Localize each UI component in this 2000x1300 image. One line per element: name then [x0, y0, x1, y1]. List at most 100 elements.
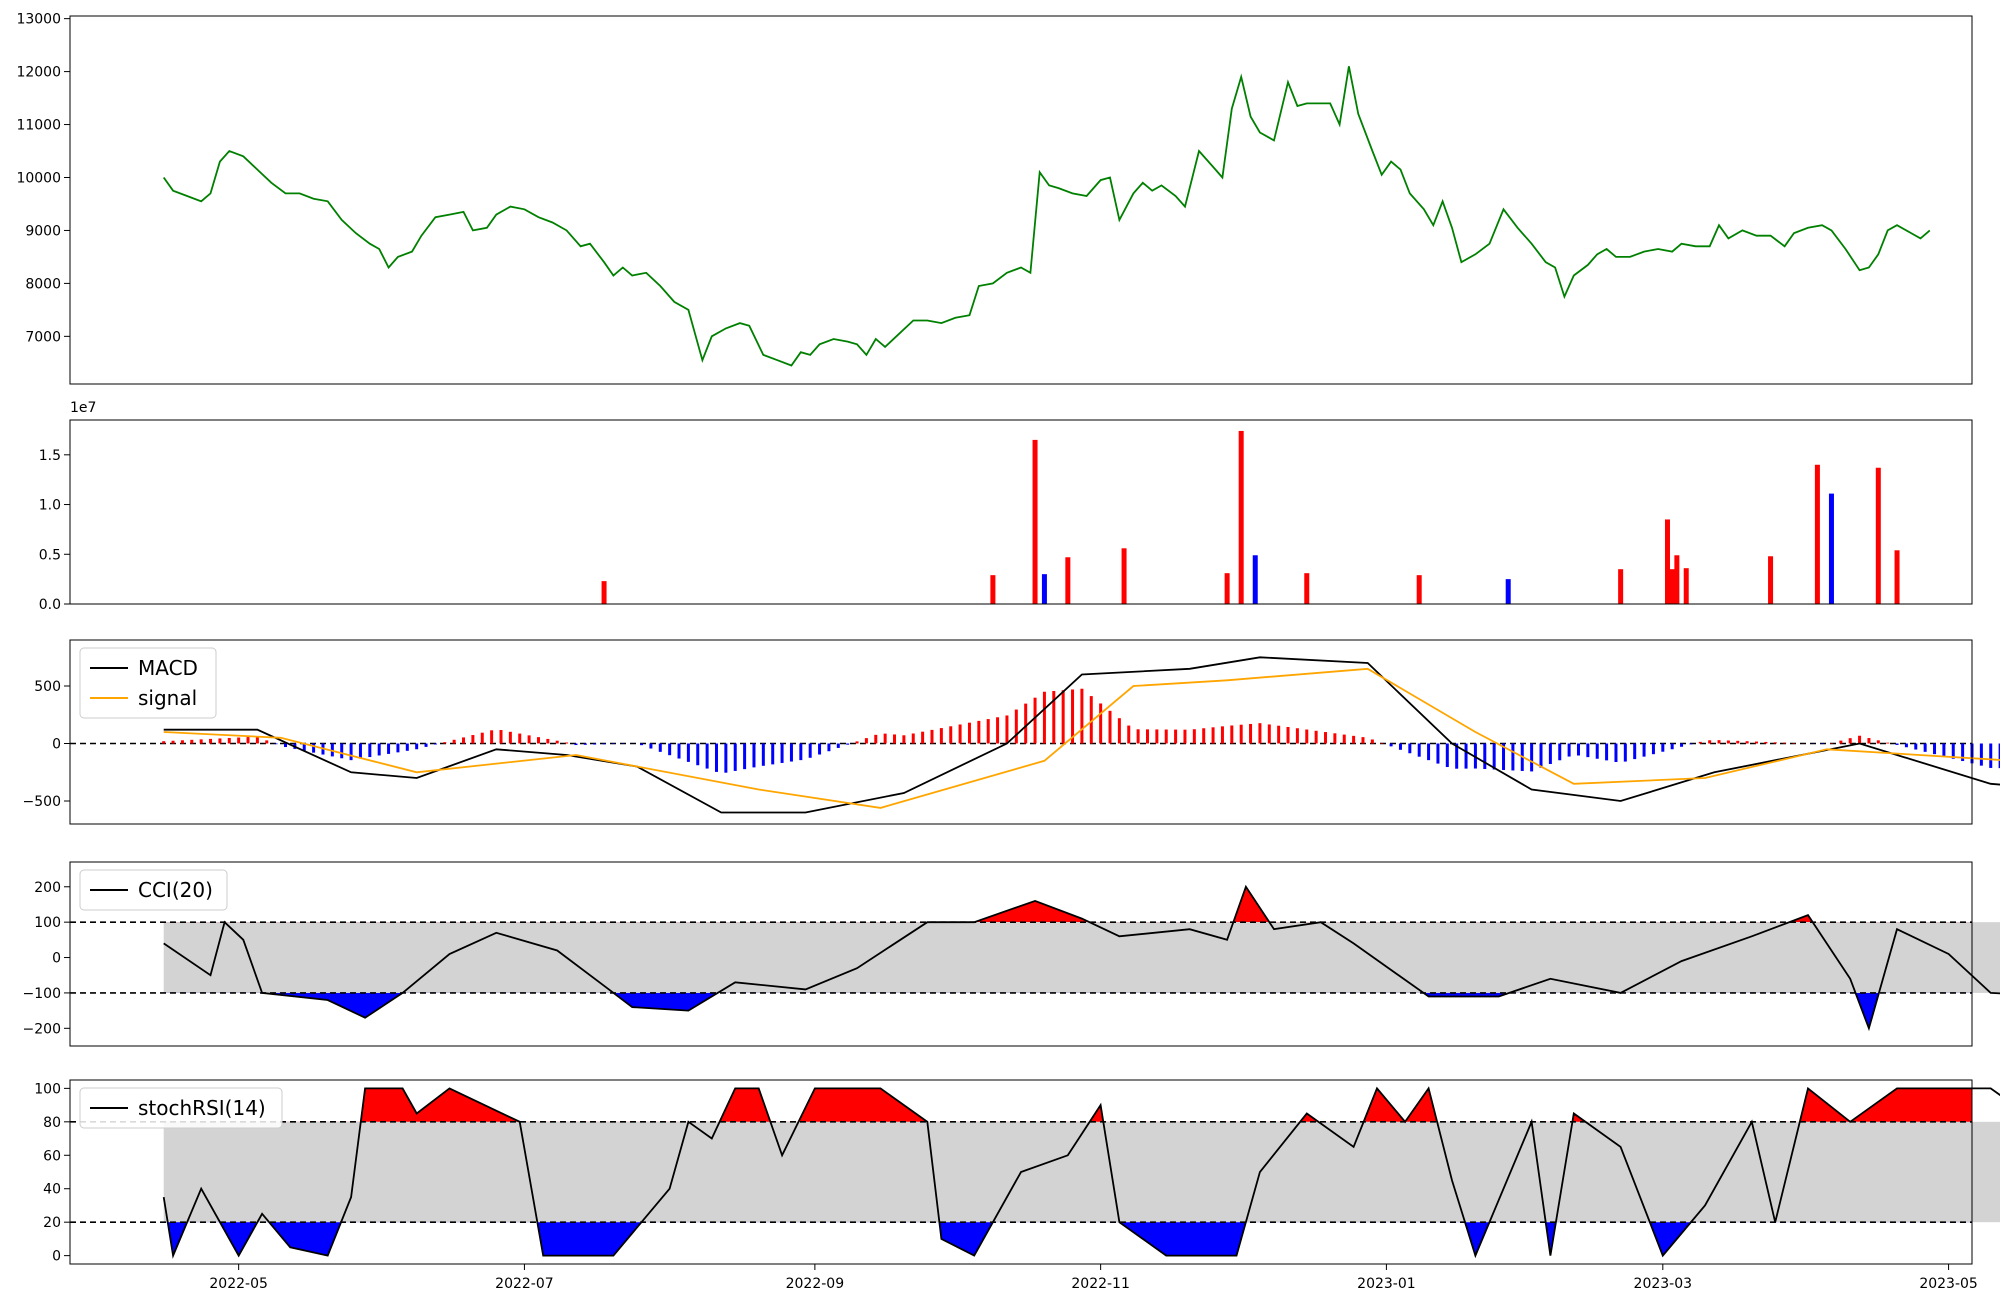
y-tick-label: 60: [43, 1148, 61, 1164]
y-tick-label: −500: [23, 794, 61, 810]
macd-histogram-bar: [1005, 715, 1009, 744]
plot-frame: [69, 419, 1973, 605]
volume-bar: [1674, 555, 1680, 604]
macd-histogram-bar: [1155, 729, 1159, 744]
macd-histogram-bar: [1398, 743, 1402, 750]
macd-histogram-bar: [1042, 691, 1046, 744]
macd-histogram-bar: [209, 738, 213, 744]
macd-histogram-bar: [1445, 743, 1449, 768]
macd-histogram-bar: [162, 741, 166, 744]
macd-histogram-bar: [1333, 733, 1337, 744]
volume-bar: [1669, 569, 1675, 604]
volume-bar: [601, 581, 607, 604]
volume-bar: [1768, 556, 1774, 604]
macd-histogram-bar: [1324, 732, 1328, 744]
volume-bar: [1894, 550, 1900, 604]
volume-bar: [1065, 557, 1071, 604]
macd-histogram-bar: [602, 743, 606, 745]
macd-histogram-bar: [789, 743, 793, 762]
macd-histogram-bar: [330, 743, 334, 757]
macd-histogram-bar: [1389, 743, 1393, 747]
legend-box: [79, 1087, 283, 1129]
volume-bar: [1814, 464, 1820, 604]
plot-frame: [69, 1079, 1973, 1265]
y-tick-label: 500: [34, 679, 61, 695]
macd-histogram-bar: [1267, 724, 1271, 744]
macd-histogram-bar: [1820, 743, 1824, 745]
macd-histogram-bar: [1614, 743, 1618, 762]
macd-histogram-bar: [1239, 724, 1243, 744]
y-tick-label: 0: [52, 1249, 61, 1265]
macd-histogram-bar: [883, 733, 887, 744]
macd-histogram-bar: [1502, 743, 1506, 770]
plot-frame: [69, 639, 1973, 825]
macd-histogram-bar: [696, 743, 700, 766]
macd-histogram-bar: [1061, 690, 1065, 744]
macd-histogram-bar: [1792, 742, 1796, 744]
x-tick-label: 2023-03: [1634, 1276, 1693, 1292]
macd-histogram-bar: [1192, 729, 1196, 744]
macd-histogram-bar: [462, 737, 466, 744]
macd-histogram-bar: [1455, 743, 1459, 769]
macd-histogram-bar: [1867, 738, 1871, 744]
macd-histogram-bar: [368, 743, 372, 758]
macd-histogram-bar: [443, 742, 447, 744]
macd-histogram-bar: [387, 743, 391, 754]
x-tick-label: 2022-05: [209, 1276, 268, 1292]
macd-histogram-bar: [1370, 739, 1374, 744]
macd-histogram-bar: [677, 743, 681, 759]
macd-histogram-bar: [874, 734, 878, 744]
macd-histogram-bar: [1483, 743, 1487, 770]
cci-overbought-fill: [974, 886, 1813, 923]
macd-histogram-bar: [1277, 725, 1281, 744]
macd-histogram-bar: [864, 738, 868, 744]
y-tick-label: 7000: [25, 329, 61, 345]
macd-histogram-bar: [265, 740, 269, 744]
macd-histogram-bar: [1895, 743, 1899, 745]
cci-line: [163, 884, 2000, 1032]
macd-histogram-bar: [818, 743, 822, 755]
macd-histogram-bar: [255, 736, 259, 744]
macd-histogram-bar: [640, 743, 644, 746]
macd-histogram-bar: [1380, 742, 1384, 744]
macd-histogram-bar: [565, 742, 569, 744]
volume-bar: [1875, 467, 1881, 604]
macd-histogram-bar: [1249, 723, 1253, 744]
macd-histogram-bar: [1633, 743, 1637, 760]
macd-histogram-bar: [733, 743, 737, 771]
macd-histogram-bar: [668, 743, 672, 756]
macd-histogram-bar: [433, 743, 437, 745]
volume-offset-label: 1e7: [70, 400, 96, 416]
macd-histogram-bar: [358, 743, 362, 759]
macd-histogram-bar: [1117, 718, 1121, 744]
macd-histogram-bar: [1108, 710, 1112, 744]
y-tick-label: 10000: [16, 170, 61, 186]
macd-histogram-bar: [424, 743, 428, 747]
macd-histogram-bar: [986, 719, 990, 744]
macd-histogram-bar: [949, 726, 953, 744]
macd-histogram-bar: [1295, 728, 1299, 744]
macd-histogram-bar: [1923, 743, 1927, 752]
macd-histogram-bar: [714, 743, 718, 772]
macd-histogram-bar: [846, 743, 850, 745]
macd-histogram-bar: [1342, 734, 1346, 744]
volume-bar: [1664, 519, 1670, 604]
macd-histogram-bar: [1080, 688, 1084, 744]
macd-histogram-bar: [1530, 743, 1534, 772]
macd-histogram-bar: [274, 743, 278, 745]
macd-histogram-bar: [1558, 743, 1562, 761]
macd-histogram-bar: [967, 722, 971, 744]
macd-histogram-bar: [1605, 743, 1609, 761]
legend-box: [79, 647, 217, 719]
y-tick-label: 40: [43, 1182, 61, 1198]
macd-histogram-bar: [593, 743, 597, 745]
macd-histogram-bar: [780, 743, 784, 763]
y-tick-label: 0.5: [39, 547, 61, 563]
cci-neutral-band: [163, 922, 2000, 993]
macd-histogram-bar: [1427, 743, 1431, 761]
macd-histogram-bar: [1127, 725, 1131, 744]
macd-histogram-bar: [218, 738, 222, 744]
macd-histogram-bar: [1024, 703, 1028, 744]
macd-histogram-bar: [396, 743, 400, 753]
y-tick-label: 0: [52, 737, 61, 753]
